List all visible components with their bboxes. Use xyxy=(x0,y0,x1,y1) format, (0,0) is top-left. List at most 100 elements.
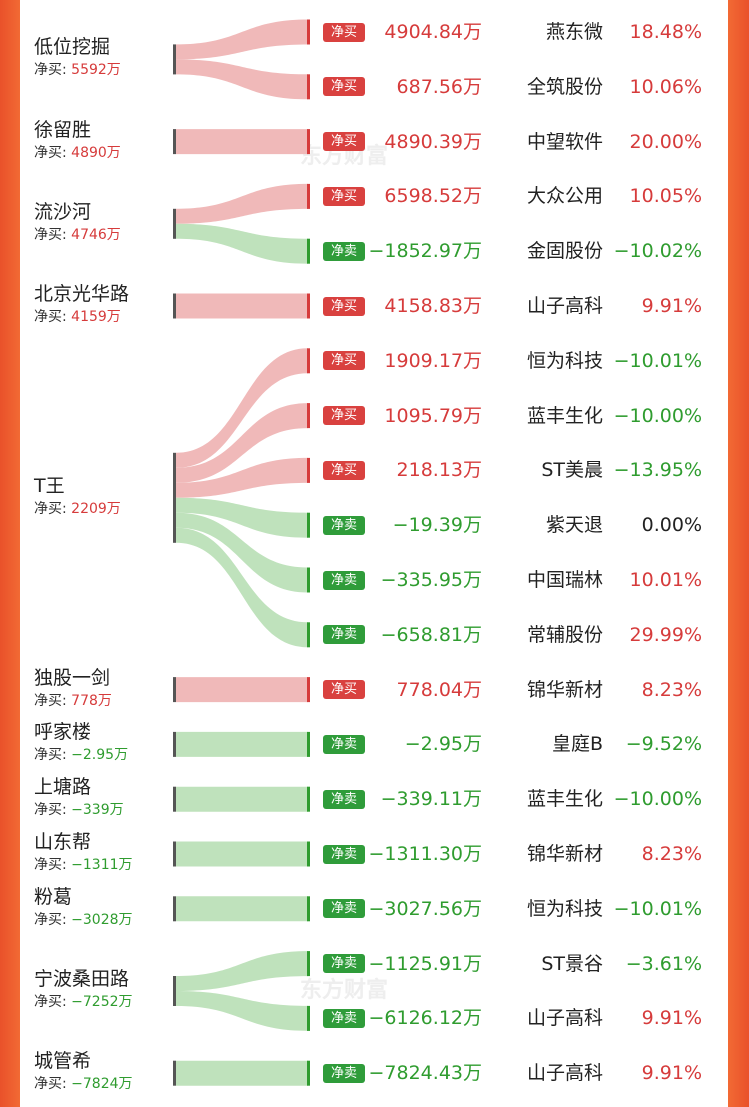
stock-name[interactable]: 全筑股份 xyxy=(526,75,603,98)
trader-item[interactable]: 上塘路 净买: −339万 xyxy=(34,778,124,818)
trader-item[interactable]: 流沙河 净买: 4746万 xyxy=(34,200,121,242)
price-change: −13.95% xyxy=(613,459,702,482)
sell-flow-band xyxy=(176,497,308,538)
net-buy-prefix: 净买: xyxy=(34,747,72,764)
trader-item[interactable]: 北京光华路 净买: 4159万 xyxy=(34,283,130,325)
trader-net: 净买: −3028万 xyxy=(34,913,133,927)
trader-net-value: −339万 xyxy=(71,802,124,819)
trade-amount: −19.39万 xyxy=(392,514,482,537)
net-buy-badge: 净买 xyxy=(323,186,365,206)
trader-node-bar xyxy=(173,786,176,812)
trader-item[interactable]: 呼家楼 净买: −2.95万 xyxy=(34,723,128,763)
trade-amount: −6126.12万 xyxy=(368,1007,483,1030)
trader-net: 净买: 4890万 xyxy=(34,146,121,160)
trader-item[interactable]: 独股一剑 净买: 778万 xyxy=(34,666,112,709)
stock-name[interactable]: 大众公用 xyxy=(526,185,603,208)
stock-name[interactable]: 山子高科 xyxy=(526,1062,603,1085)
trader-node-bar xyxy=(173,293,176,319)
buy-flow-band xyxy=(176,19,308,60)
trader-net: 净买: −2.95万 xyxy=(34,748,128,762)
price-change: −10.01% xyxy=(613,349,702,372)
stock-name[interactable]: 常辅股份 xyxy=(526,623,603,646)
stock-name[interactable]: 中望软件 xyxy=(526,130,603,153)
stock-name[interactable]: 中国瑞林 xyxy=(526,569,603,591)
net-sell-badge: 净卖 xyxy=(323,241,365,261)
price-change: 9.91% xyxy=(641,295,702,317)
buy-flow-band xyxy=(176,59,308,100)
trader-item[interactable]: 城管希 净买: −7824万 xyxy=(34,1052,133,1092)
trader-item[interactable]: 宁波桑田路 净买: −7252万 xyxy=(34,970,133,1010)
stock-name[interactable]: 燕东微 xyxy=(545,21,603,43)
trade-amount: 4904.84万 xyxy=(384,21,482,43)
trader-item[interactable]: 低位挖掘 净买: 5592万 xyxy=(34,38,121,78)
sell-flow-band xyxy=(176,512,308,593)
net-buy-badge: 净买 xyxy=(323,351,365,371)
flow-end-bar xyxy=(307,841,310,867)
trader-name: 流沙河 xyxy=(34,200,92,223)
trader-item[interactable]: T王 净买: 2209万 xyxy=(34,474,121,516)
net-buy-badge: 净买 xyxy=(323,460,365,480)
right-orange-border xyxy=(728,0,749,1107)
net-buy-badge: 净买 xyxy=(323,406,365,426)
stock-name[interactable]: 山子高科 xyxy=(526,1007,603,1030)
stock-name[interactable]: 锦华新材 xyxy=(526,678,603,701)
trader-net-value: −3028万 xyxy=(71,911,133,928)
stock-name[interactable]: ST美晨 xyxy=(541,459,603,482)
price-change: 10.06% xyxy=(629,75,702,98)
stock-name[interactable]: 皇庭B xyxy=(551,733,603,756)
buy-flow-band xyxy=(176,129,308,155)
stock-name[interactable]: 山子高科 xyxy=(526,295,603,317)
net-buy-prefix: 净买: xyxy=(34,144,72,161)
flow-end-bar xyxy=(307,348,310,374)
stock-name[interactable]: 锦华新材 xyxy=(526,843,603,865)
flow-end-bar xyxy=(307,403,310,429)
net-sell-badge: 净卖 xyxy=(323,954,365,974)
stock-name[interactable]: 蓝丰生化 xyxy=(526,404,603,427)
trader-net: 净买: −7824万 xyxy=(34,1077,133,1091)
flow-end-bar xyxy=(307,512,310,538)
trader-node-bar xyxy=(173,896,176,922)
flow-end-bar xyxy=(307,183,310,209)
price-change: −10.01% xyxy=(613,897,702,920)
trade-amount: −1125.91万 xyxy=(368,952,483,975)
price-change: 20.00% xyxy=(629,130,702,153)
stock-name[interactable]: 恒为科技 xyxy=(526,897,603,920)
trader-node-bar xyxy=(173,44,176,75)
flow-end-bar xyxy=(307,293,310,319)
stock-name[interactable]: 蓝丰生化 xyxy=(526,788,603,811)
trade-amount: −658.81万 xyxy=(380,623,482,646)
price-change: −3.61% xyxy=(625,952,702,975)
stock-name[interactable]: ST景谷 xyxy=(541,952,603,975)
price-change: 10.05% xyxy=(629,185,702,208)
net-buy-prefix: 净买: xyxy=(34,692,72,709)
flow-end-bar xyxy=(307,786,310,812)
trade-amount: 1095.79万 xyxy=(384,404,482,427)
buy-flow-band xyxy=(176,183,308,224)
net-sell-badge: 净卖 xyxy=(323,1008,365,1028)
price-change: −10.00% xyxy=(613,404,702,427)
flow-end-bar xyxy=(307,567,310,593)
trader-item[interactable]: 山东帮 净买: −1311万 xyxy=(34,833,133,873)
trade-amount: −1311.30万 xyxy=(368,843,483,865)
flow-end-bar xyxy=(307,74,310,100)
trader-name: T王 xyxy=(34,474,65,497)
sell-flow-band xyxy=(176,841,308,867)
stock-name[interactable]: 恒为科技 xyxy=(526,349,603,372)
net-buy-badge: 净买 xyxy=(323,77,365,97)
left-orange-border xyxy=(0,0,20,1107)
net-buy-prefix: 净买: xyxy=(34,911,72,928)
trader-name: 徐留胜 xyxy=(34,118,92,141)
sell-flow-band xyxy=(176,786,308,812)
trader-net: 净买: −339万 xyxy=(34,803,124,817)
stock-name[interactable]: 金固股份 xyxy=(526,240,603,263)
trader-name: 北京光华路 xyxy=(34,283,130,305)
trader-name: 独股一剑 xyxy=(34,666,111,689)
stock-name[interactable]: 紫天退 xyxy=(545,514,603,537)
trader-net: 净买: 5592万 xyxy=(34,63,121,77)
trader-item[interactable]: 徐留胜净买: 4890万 xyxy=(34,118,121,160)
net-sell-badge: 净卖 xyxy=(323,570,365,590)
flow-end-bar xyxy=(307,238,310,264)
trader-node-bar xyxy=(173,677,176,703)
trader-net-value: 5592万 xyxy=(71,62,121,79)
trader-item[interactable]: 粉葛 净买: −3028万 xyxy=(34,887,133,927)
